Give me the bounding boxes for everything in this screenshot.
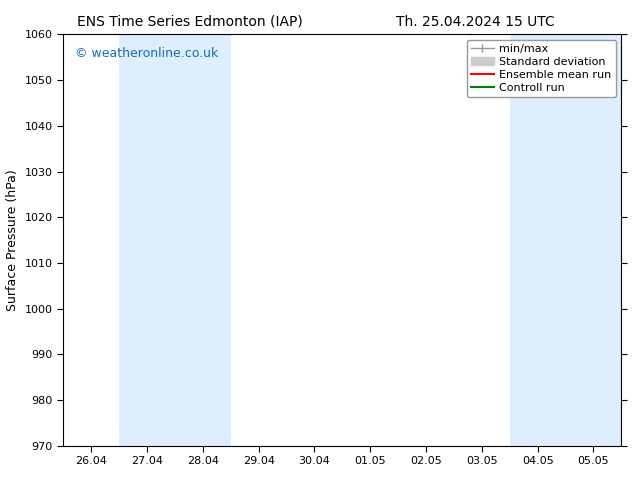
Text: ENS Time Series Edmonton (IAP): ENS Time Series Edmonton (IAP): [77, 15, 303, 29]
Text: Th. 25.04.2024 15 UTC: Th. 25.04.2024 15 UTC: [396, 15, 555, 29]
Bar: [119, 34, 231, 446]
Text: © weatheronline.co.uk: © weatheronline.co.uk: [75, 47, 218, 60]
Legend: min/max, Standard deviation, Ensemble mean run, Controll run: min/max, Standard deviation, Ensemble me…: [467, 40, 616, 97]
Y-axis label: Surface Pressure (hPa): Surface Pressure (hPa): [6, 169, 19, 311]
Bar: [510, 34, 621, 446]
